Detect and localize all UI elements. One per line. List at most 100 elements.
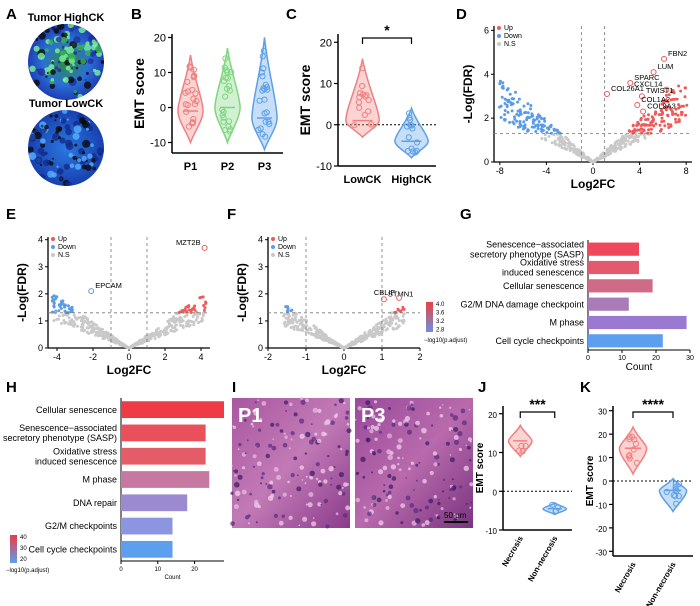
down-point: [503, 102, 507, 105]
histology-texture: [273, 467, 279, 472]
down-point: [57, 309, 61, 313]
up-point: [193, 304, 197, 308]
tissue-texture: [94, 157, 100, 162]
tumor-highck-label: Tumor HighCK: [28, 12, 105, 24]
tissue-texture: [82, 44, 86, 48]
violin-highck: [394, 105, 429, 159]
tissue-texture: [92, 166, 96, 171]
ns-point: [83, 315, 87, 319]
data-point: [671, 493, 679, 500]
legend-marker: [51, 253, 55, 257]
ns-point: [282, 314, 286, 318]
ns-point: [559, 136, 563, 140]
data-point: [403, 123, 411, 130]
legend-marker: [271, 237, 275, 241]
tissue-texture: [49, 161, 54, 166]
histology-texture: [330, 484, 333, 486]
x-tick-label: -2: [264, 352, 272, 362]
down-point: [503, 97, 507, 101]
ns-point: [170, 324, 174, 328]
ns-point: [173, 319, 177, 323]
histology-texture: [387, 490, 392, 495]
histology-texture: [379, 430, 382, 434]
ns-point: [292, 327, 296, 331]
histology-texture: [327, 455, 330, 458]
histology-texture: [463, 465, 469, 471]
ns-point: [604, 154, 608, 158]
ns-point: [298, 322, 302, 326]
legend-marker: [497, 26, 501, 30]
down-point: [518, 122, 522, 126]
down-point: [518, 108, 522, 112]
up-point: [193, 308, 197, 312]
tissue-texture: [90, 143, 94, 147]
ns-point: [590, 159, 594, 163]
up-point: [639, 118, 643, 122]
ns-point: [147, 339, 151, 343]
ns-point: [67, 316, 71, 320]
data-point: [265, 118, 272, 125]
tissue-texture: [83, 44, 91, 52]
y-tick-label: 1: [38, 316, 43, 326]
ns-point: [133, 343, 137, 347]
ns-point: [610, 146, 613, 150]
data-point: [189, 120, 196, 127]
data-point: [368, 121, 375, 128]
data-point: [259, 53, 266, 60]
data-point: [260, 65, 267, 72]
histology-texture: [387, 433, 392, 439]
bar: [121, 471, 210, 488]
panel-letter-h: H: [6, 379, 17, 396]
histology-texture: [334, 403, 337, 407]
y-tick-label: 20: [598, 431, 607, 440]
x-tick-label: 20: [191, 567, 198, 573]
histology-texture: [234, 474, 237, 477]
ns-point: [92, 322, 96, 326]
labeled-gene-point: [396, 294, 403, 301]
x-axis-title: Log2FC: [571, 177, 616, 191]
tissue-texture: [51, 61, 54, 64]
bar: [121, 517, 173, 535]
histology-texture: [236, 498, 240, 502]
down-point: [50, 295, 54, 299]
tissue-texture: [55, 36, 62, 43]
histology-texture: [424, 520, 430, 526]
x-category-label: Necrosis: [500, 534, 525, 568]
tissue-texture: [31, 127, 36, 132]
histology-texture: [230, 521, 236, 526]
ns-point: [309, 332, 313, 335]
histology-texture: [338, 491, 343, 496]
y-tick-label: 2: [258, 289, 263, 299]
data-point: [405, 134, 412, 141]
tumor-lowck-label: Tumor LowCK: [29, 98, 103, 110]
ns-point: [79, 316, 83, 320]
histology-texture: [424, 505, 429, 510]
histology-texture: [408, 467, 411, 471]
histology-texture: [238, 442, 242, 447]
legend-label: N.S: [58, 252, 70, 259]
x-tick-label: -4: [53, 352, 61, 362]
histology-texture: [415, 518, 421, 524]
histology-texture: [284, 435, 288, 439]
data-point: [675, 480, 683, 487]
ns-point: [196, 321, 200, 324]
ns-point: [155, 328, 159, 332]
bar: [588, 297, 629, 311]
tissue-texture: [96, 147, 104, 155]
data-point: [355, 99, 362, 106]
histology-texture: [330, 420, 335, 426]
histology-texture: [249, 492, 253, 496]
down-point: [539, 127, 543, 131]
ns-point: [559, 143, 563, 147]
tissue-texture: [54, 48, 60, 54]
ns-point: [308, 326, 312, 330]
y-axis-title: -Log(FDR): [235, 263, 249, 322]
up-point: [684, 86, 687, 90]
ns-point: [547, 135, 551, 138]
x-tick-label: -1: [302, 352, 310, 362]
data-point: [673, 487, 680, 494]
y-tick-label: 10: [488, 450, 497, 459]
ns-point: [582, 155, 586, 159]
tissue-texture: [53, 28, 60, 34]
legend-marker: [271, 245, 275, 249]
